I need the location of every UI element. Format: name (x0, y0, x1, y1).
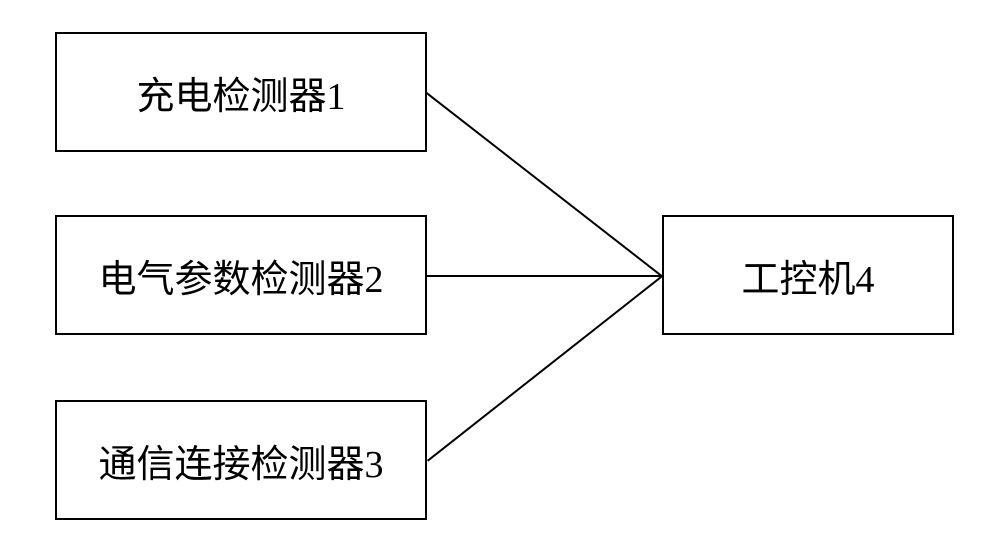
connector-line-3 (427, 275, 663, 462)
detector-2-box: 电气参数检测器2 (55, 215, 427, 335)
controller-label: 工控机4 (741, 248, 874, 303)
detector-3-label: 通信连接检测器3 (98, 433, 383, 488)
detector-2-label: 电气参数检测器2 (98, 248, 383, 303)
detector-1-label: 充电检测器1 (136, 65, 345, 120)
connector-line-1 (426, 92, 662, 277)
detector-3-box: 通信连接检测器3 (55, 400, 427, 520)
controller-box: 工控机4 (662, 215, 954, 335)
connector-line-2 (427, 275, 662, 277)
detector-1-box: 充电检测器1 (55, 32, 427, 152)
